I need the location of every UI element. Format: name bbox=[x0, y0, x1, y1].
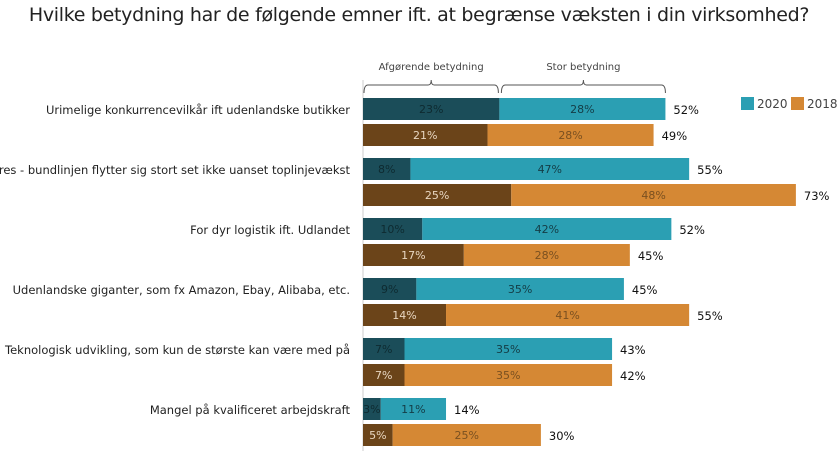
data-label: 8% bbox=[378, 163, 395, 176]
bar-stor-2018 bbox=[487, 124, 654, 146]
bar-afgoerende-2020 bbox=[363, 98, 500, 120]
data-label: 11% bbox=[401, 403, 425, 416]
bar-afgoerende-2020 bbox=[363, 338, 405, 360]
total-label: 43% bbox=[620, 343, 646, 357]
total-label: 55% bbox=[697, 309, 723, 323]
chart-title: Hvilke betydning har de følgende emner i… bbox=[28, 4, 810, 26]
category-label: Teknologisk udvikling, som kun de størst… bbox=[4, 343, 350, 357]
total-label: 45% bbox=[632, 283, 658, 297]
segment-label: Afgørende betydning bbox=[379, 62, 484, 73]
legend-swatch-2020 bbox=[741, 97, 754, 110]
total-label: 52% bbox=[679, 223, 705, 237]
data-label: 21% bbox=[413, 129, 437, 142]
data-label: 10% bbox=[380, 223, 404, 236]
total-label: 55% bbox=[697, 163, 723, 177]
data-label: 35% bbox=[496, 369, 520, 382]
bar-stor-2018 bbox=[446, 304, 690, 326]
bar-stor-2020 bbox=[416, 278, 624, 300]
category-label: Urimelige konkurrencevilkår ift udenland… bbox=[46, 103, 350, 117]
data-label: 35% bbox=[508, 283, 532, 296]
data-label: 25% bbox=[455, 429, 479, 442]
bar-stor-2018 bbox=[404, 364, 613, 386]
data-label: 25% bbox=[425, 189, 449, 202]
data-label: 42% bbox=[535, 223, 559, 236]
bar-afgoerende-2020 bbox=[363, 398, 381, 420]
data-label: 7% bbox=[375, 343, 392, 356]
bar-afgoerende-2018 bbox=[363, 304, 447, 326]
bar-stor-2020 bbox=[499, 98, 666, 120]
bar-stor-2020 bbox=[422, 218, 672, 240]
data-label: 41% bbox=[555, 309, 579, 322]
legend-label-2018: 2018 bbox=[807, 97, 838, 111]
data-label: 3% bbox=[363, 403, 380, 416]
data-label: 28% bbox=[570, 103, 594, 116]
bar-afgoerende-2020 bbox=[363, 218, 423, 240]
bar-afgoerende-2020 bbox=[363, 158, 411, 180]
segment-label: Stor betydning bbox=[546, 62, 620, 73]
total-label: 30% bbox=[549, 429, 575, 443]
total-label: 42% bbox=[620, 369, 646, 383]
total-label: 14% bbox=[454, 403, 480, 417]
bar-afgoerende-2020 bbox=[363, 278, 417, 300]
data-label: 14% bbox=[392, 309, 416, 322]
bracket bbox=[363, 79, 499, 94]
bar-stor-2020 bbox=[380, 398, 447, 420]
category-label: For dyr logistik ift. Udlandet bbox=[190, 223, 350, 237]
bar-stor-2018 bbox=[463, 244, 630, 266]
data-label: 47% bbox=[538, 163, 562, 176]
bar-afgoerende-2018 bbox=[363, 184, 512, 206]
bar-afgoerende-2018 bbox=[363, 244, 464, 266]
category-label: Mangel på kvalificeret arbejdskraft bbox=[150, 403, 351, 417]
legend-swatch-2018 bbox=[791, 97, 804, 110]
data-label: 28% bbox=[558, 129, 582, 142]
total-label: 45% bbox=[638, 249, 664, 263]
bar-afgoerende-2018 bbox=[363, 424, 393, 446]
data-label: 28% bbox=[535, 249, 559, 262]
category-label: Udenlandske giganter, som fx Amazon, Eba… bbox=[13, 283, 350, 297]
data-label: 48% bbox=[641, 189, 665, 202]
bar-stor-2018 bbox=[511, 184, 796, 206]
data-label: 7% bbox=[375, 369, 392, 382]
data-label: 35% bbox=[496, 343, 520, 356]
bar-stor-2020 bbox=[404, 338, 613, 360]
bar-stor-2020 bbox=[410, 158, 690, 180]
bar-afgoerende-2018 bbox=[363, 124, 488, 146]
bracket bbox=[500, 79, 666, 94]
data-label: 17% bbox=[401, 249, 425, 262]
bar-stor-2018 bbox=[392, 424, 541, 446]
data-label: 23% bbox=[419, 103, 443, 116]
data-label: 5% bbox=[369, 429, 386, 442]
total-label: 52% bbox=[673, 103, 699, 117]
total-label: 49% bbox=[662, 129, 688, 143]
total-label: 73% bbox=[804, 189, 830, 203]
data-label: 9% bbox=[381, 283, 398, 296]
category-label: Prispres - bundlinjen flytter sig stort … bbox=[0, 163, 350, 177]
bar-afgoerende-2018 bbox=[363, 364, 405, 386]
legend-label-2020: 2020 bbox=[757, 97, 788, 111]
